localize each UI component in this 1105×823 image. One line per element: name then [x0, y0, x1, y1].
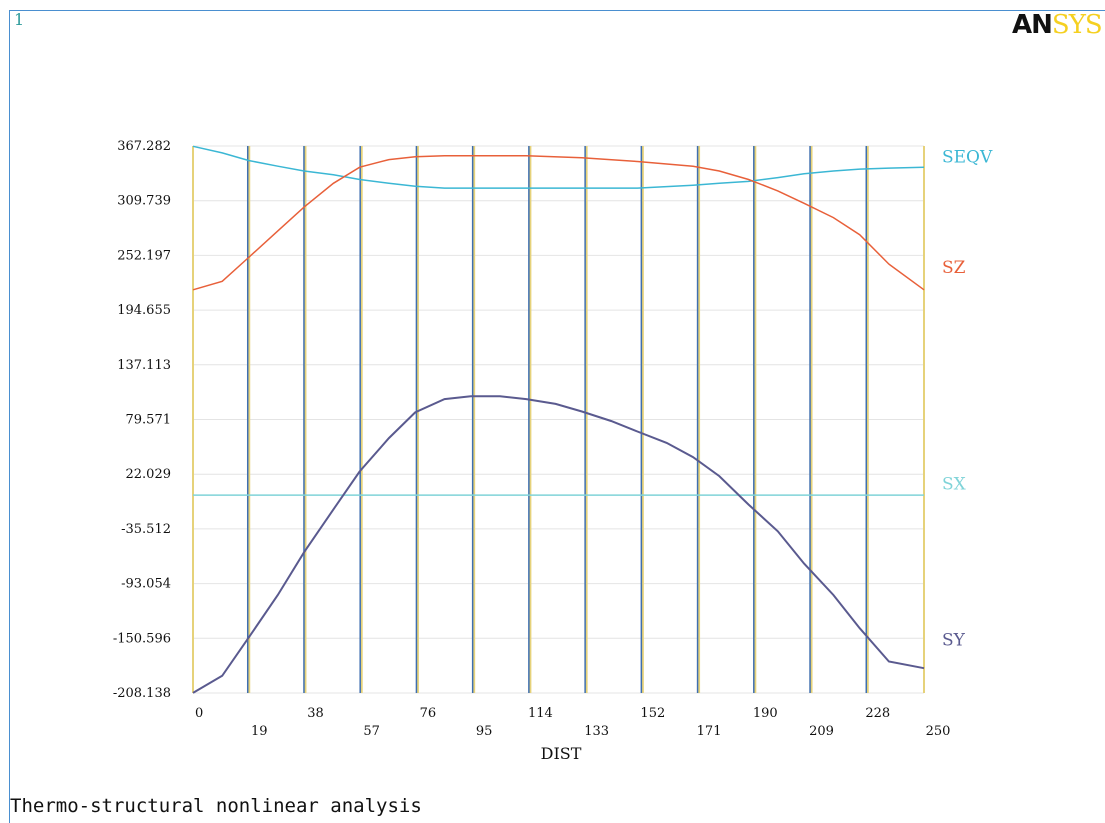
y-tick-label: -93.054 [121, 577, 171, 592]
x-tick-label: 133 [584, 724, 609, 739]
x-tick-label: 114 [528, 706, 553, 721]
x-tick-label: 19 [251, 724, 268, 739]
x-tick-label: 171 [697, 724, 722, 739]
x-tick-label: 76 [420, 706, 437, 721]
x-tick-label: 250 [926, 724, 951, 739]
x-axis-ticks: 0 19 38 57 76 95 114 133 152 171 190 209 228 250 [195, 706, 950, 739]
y-tick-label: 194.655 [117, 303, 171, 318]
x-axis-label: DIST [541, 744, 582, 763]
y-tick-label: 252.197 [117, 248, 171, 263]
logo-an: AN [1012, 10, 1053, 40]
footer-title: Thermo-structural nonlinear analysis [10, 795, 422, 817]
window-number: 1 [14, 10, 25, 29]
x-tick-label: 95 [476, 724, 493, 739]
y-tick-label: -35.512 [121, 522, 171, 537]
y-tick-label: 137.113 [117, 358, 171, 373]
series-label-sx: SX [942, 475, 967, 495]
x-tick-label: 190 [753, 706, 778, 721]
ansys-logo: ANSYS [1012, 10, 1103, 40]
series-sz-line [192, 155, 925, 291]
x-tick-label: 209 [809, 724, 834, 739]
x-tick-label: 152 [640, 706, 665, 721]
series-label-sz: SZ [942, 258, 966, 278]
series-label-sy: SY [942, 631, 966, 651]
y-tick-label: 309.739 [117, 194, 171, 209]
x-tick-label: 38 [307, 706, 324, 721]
y-tick-label: -150.596 [113, 631, 171, 646]
series-sy-line [192, 395, 925, 694]
series-seqv-line [192, 145, 925, 189]
grid-lines [192, 145, 925, 694]
series-lines [192, 145, 925, 694]
x-tick-label: 0 [195, 706, 203, 721]
y-tick-label: -208.138 [113, 686, 171, 701]
y-axis-ticks: 367.282 309.739 252.197 194.655 137.113 79.57… [113, 139, 171, 701]
y-tick-label: 367.282 [117, 139, 171, 154]
logo-sys: SYS [1051, 10, 1103, 40]
y-tick-label: 79.571 [126, 413, 172, 428]
x-tick-label: 228 [865, 706, 890, 721]
series-labels: SEQV SZ SX SY [942, 148, 993, 651]
plot-frame [9, 10, 1105, 823]
y-tick-label: 22.029 [126, 467, 172, 482]
series-label-seqv: SEQV [942, 148, 993, 168]
x-tick-label: 57 [363, 724, 380, 739]
